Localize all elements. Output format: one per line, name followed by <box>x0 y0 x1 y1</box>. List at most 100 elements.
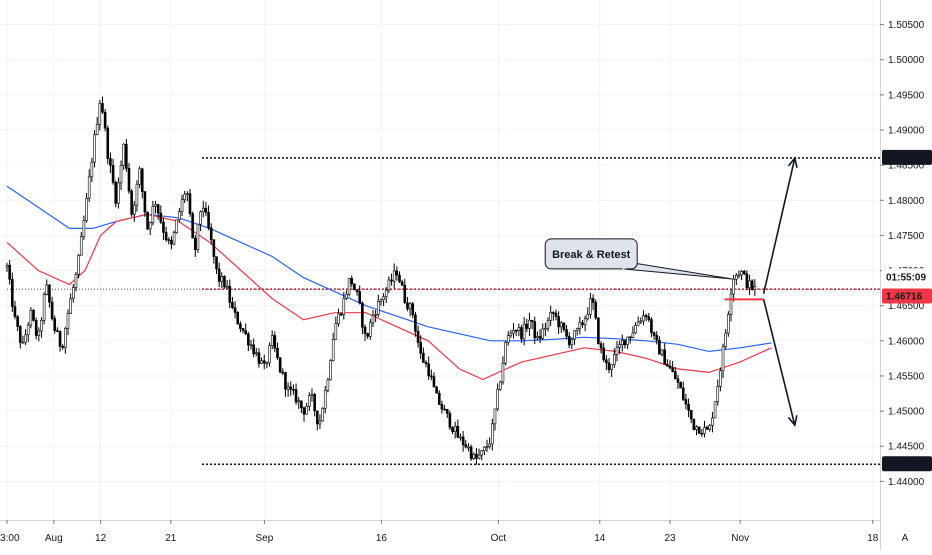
candle-body <box>509 332 513 337</box>
candle-body <box>750 280 754 290</box>
candle-body <box>708 424 712 430</box>
candle-body <box>193 237 197 251</box>
candle-body <box>353 283 356 291</box>
candle-body <box>445 408 449 414</box>
candle-body <box>114 182 118 204</box>
candle-body <box>355 289 359 292</box>
auto-scale-button[interactable]: A <box>902 533 909 544</box>
candle-body <box>453 425 457 432</box>
candle-body <box>347 278 351 295</box>
candle-body <box>464 444 468 448</box>
time-tick-label: 12 <box>95 533 107 544</box>
candle-body <box>729 293 733 315</box>
candle-body <box>671 367 674 372</box>
candle-body <box>127 168 131 192</box>
candle-body <box>408 303 412 310</box>
time-tick-label: Aug <box>45 533 63 544</box>
candle-body <box>18 326 22 343</box>
candle-body <box>156 204 160 214</box>
callout-joint <box>622 262 634 270</box>
candle-body <box>674 371 677 380</box>
candle-body <box>167 239 171 241</box>
candle-body <box>40 319 43 332</box>
candle-body <box>103 111 107 129</box>
candle-body <box>247 333 250 346</box>
candle-body <box>740 271 743 276</box>
candle-body <box>469 446 473 459</box>
price-label-text: 1.46716 <box>886 291 923 302</box>
candle-body <box>512 330 515 334</box>
candle-body <box>191 213 194 239</box>
candle-body <box>626 336 629 346</box>
candle-body <box>254 352 258 355</box>
candle-body <box>305 405 308 415</box>
candle-body <box>424 361 428 365</box>
candle-body <box>82 220 86 238</box>
candle-body <box>37 330 41 336</box>
candle-body <box>188 193 192 214</box>
candle-body <box>382 296 385 301</box>
candle-body <box>597 317 600 344</box>
candle-body <box>406 302 409 310</box>
candle-body <box>666 364 669 367</box>
candle-body <box>727 314 730 334</box>
candle-body <box>660 349 664 355</box>
candle-body <box>339 313 343 316</box>
price-tick-label: 1.48000 <box>888 196 925 207</box>
candle-body <box>620 340 624 345</box>
callout-box[interactable] <box>544 238 638 270</box>
candle-body <box>148 222 152 230</box>
candle-body <box>265 362 269 365</box>
candle-body <box>719 370 722 387</box>
price-tick-label: 1.46000 <box>888 336 925 347</box>
price-tick-label: 1.50000 <box>888 55 925 66</box>
candle-body <box>530 319 534 322</box>
candle-body <box>302 407 306 415</box>
candle-body <box>721 346 725 372</box>
price-axis[interactable]: 1.44000 1.44500 1.45000 1.45500 1.46000 1.465… <box>880 0 932 550</box>
candle-body <box>591 298 595 303</box>
candle-body <box>334 323 338 340</box>
candle-body <box>695 426 698 430</box>
candle-body <box>72 287 75 300</box>
candle-body <box>573 330 576 340</box>
candle-body <box>239 323 242 329</box>
candle-body <box>225 285 229 288</box>
candle-body <box>64 328 67 348</box>
candle-body <box>496 389 499 410</box>
candle-body <box>440 404 444 410</box>
candle-body <box>605 359 608 364</box>
candle-body <box>366 333 369 337</box>
candle-body <box>724 332 727 348</box>
candle-body <box>644 315 648 318</box>
candle-body <box>703 427 706 434</box>
candle-body <box>488 443 491 447</box>
time-axis-bg <box>0 520 880 550</box>
candle-body <box>215 256 218 270</box>
candle-body <box>432 376 436 388</box>
moving-average-line <box>6 213 772 381</box>
candle-body <box>122 143 125 166</box>
candle-body <box>613 354 616 366</box>
candle-body <box>456 425 460 438</box>
drawings: Break & Retest <box>544 156 798 427</box>
candle-body <box>24 334 27 343</box>
candle-body <box>233 307 237 313</box>
candle-body <box>732 278 735 295</box>
price-label-text: 1.44243 <box>886 460 923 471</box>
candle-body <box>85 197 88 221</box>
candle-body <box>8 264 11 280</box>
time-axis[interactable]: 13:00 Aug 12 21 Sep 16 Oct 14 23 Nov 18 A <box>0 520 909 550</box>
time-tick-label: 23 <box>664 533 676 544</box>
candle-body <box>21 341 25 344</box>
candle-body <box>485 446 489 448</box>
candle-body <box>552 312 555 314</box>
candle-body <box>241 328 245 331</box>
candle-body <box>154 204 157 207</box>
candle-body <box>634 325 637 334</box>
candle-body <box>318 420 322 425</box>
candle-body <box>313 394 316 412</box>
candle-body <box>151 206 155 223</box>
